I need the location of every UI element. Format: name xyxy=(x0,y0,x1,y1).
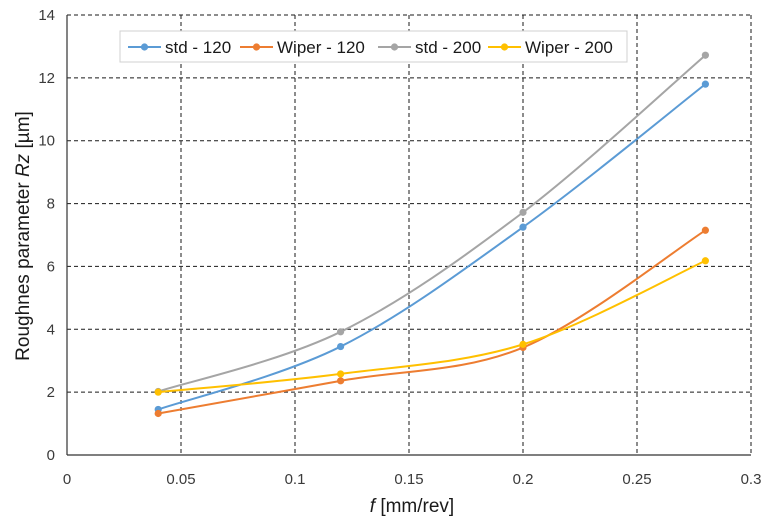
x-axis-label-unit: [mm/rev] xyxy=(375,496,454,517)
legend-swatch-marker xyxy=(140,43,149,51)
legend-item: std - 200 xyxy=(378,38,481,57)
legend-label: Wiper - 200 xyxy=(525,38,613,57)
legend-label: std - 120 xyxy=(165,38,231,57)
y-tick-label: 10 xyxy=(38,133,55,150)
legend-swatch-marker xyxy=(390,43,399,51)
series-wiper-200 xyxy=(154,257,710,396)
y-tick-label: 12 xyxy=(38,70,55,87)
x-tick-label: 0.3 xyxy=(741,471,762,488)
y-axis-label-suffix: [µm] xyxy=(13,111,34,154)
data-point xyxy=(154,409,162,418)
legend: std - 120 Wiper - 120 std - 200 Wiper - … xyxy=(119,30,628,63)
y-axis-label: Roughnes parameter Rz [µm] xyxy=(13,111,34,361)
legend-item: Wiper - 120 xyxy=(240,38,365,57)
x-tick-label: 0.05 xyxy=(166,471,195,488)
data-point xyxy=(701,226,710,234)
y-tick-label: 6 xyxy=(47,258,55,275)
series-line xyxy=(157,83,707,411)
series-line xyxy=(158,259,706,394)
y-tick-label: 0 xyxy=(47,447,55,464)
x-tick-label: 0.2 xyxy=(513,471,534,488)
data-point xyxy=(701,51,710,59)
legend-box xyxy=(119,30,628,63)
tick-labels: 0 2 4 6 8 10 12 14 0 0.05 0.1 0.15 0.2 0.25 0.3 xyxy=(38,7,761,488)
data-point xyxy=(701,80,710,88)
legend-item: Wiper - 200 xyxy=(488,38,613,57)
data-point xyxy=(519,208,527,216)
grid-lines xyxy=(67,14,752,455)
y-tick-label: 2 xyxy=(47,384,55,401)
x-axis-label: f [mm/rev] xyxy=(370,496,454,517)
data-point xyxy=(519,223,527,231)
legend-item: std - 120 xyxy=(128,38,231,57)
axes xyxy=(66,15,751,456)
data-point xyxy=(701,257,710,265)
data-point xyxy=(337,377,345,385)
series-std-200 xyxy=(154,51,710,396)
data-point xyxy=(519,340,527,348)
x-tick-label: 0.1 xyxy=(285,471,306,488)
data-point xyxy=(337,342,345,351)
data-point xyxy=(337,328,345,336)
legend-label: Wiper - 120 xyxy=(277,38,365,57)
x-tick-label: 0 xyxy=(63,471,71,488)
y-tick-label: 8 xyxy=(47,196,55,213)
plot-area xyxy=(154,51,710,418)
series-line xyxy=(158,229,706,415)
y-axis-label-prefix: Roughnes parameter xyxy=(13,177,34,361)
legend-swatch-marker xyxy=(252,43,261,51)
x-tick-label: 0.25 xyxy=(622,471,651,488)
legend-swatch-marker xyxy=(500,43,509,51)
y-axis-label-italic: Rz xyxy=(13,153,34,177)
series-line xyxy=(157,54,707,393)
x-tick-label: 0.15 xyxy=(394,471,423,488)
data-point xyxy=(337,370,345,378)
y-tick-label: 4 xyxy=(47,321,55,338)
x-axis-label-italic: f xyxy=(370,496,377,517)
legend-label: std - 200 xyxy=(415,38,481,57)
y-tick-label: 14 xyxy=(38,7,55,24)
data-point xyxy=(154,388,162,396)
series-wiper-120 xyxy=(154,226,710,418)
